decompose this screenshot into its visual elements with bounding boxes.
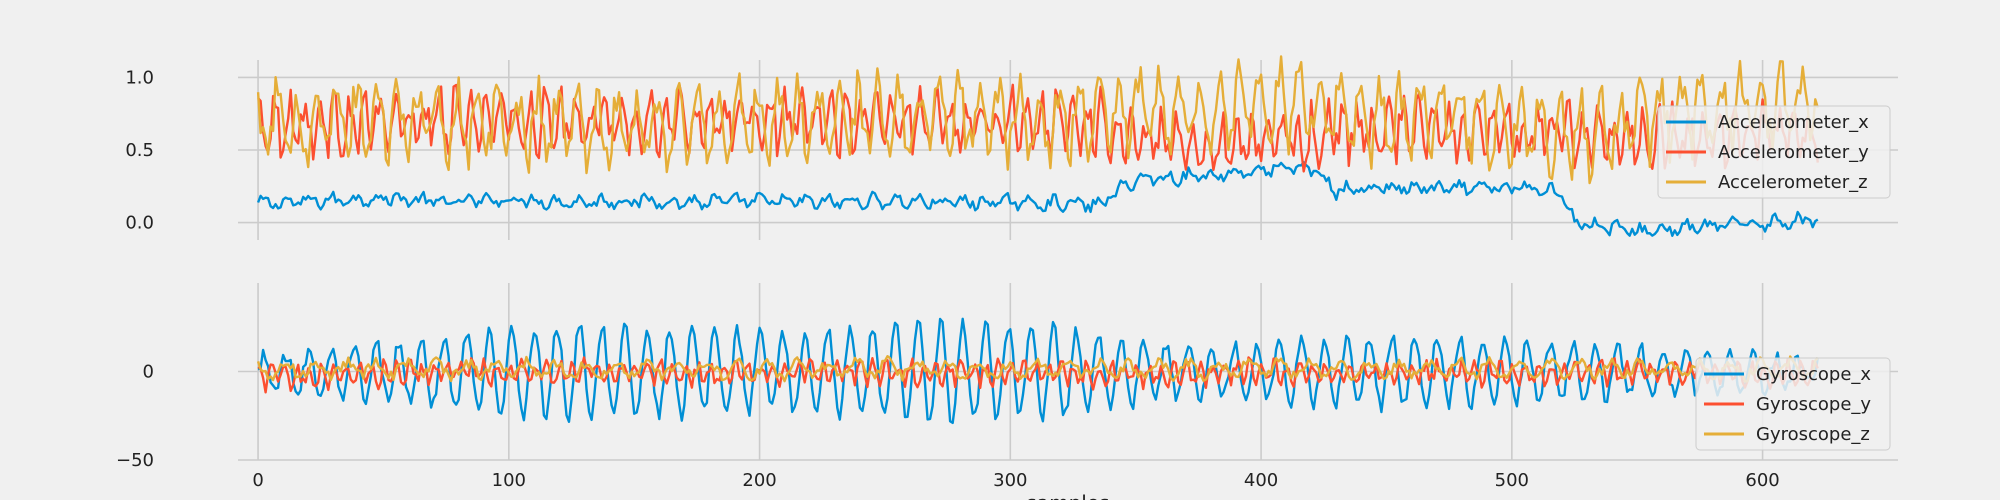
legend-box — [1695, 357, 1891, 451]
series-line-accelerometer-y — [257, 83, 1819, 173]
y-tick-label: 0 — [143, 362, 154, 383]
legend: Accelerometer_x Accelerometer_y Accelerome… — [1657, 105, 1891, 199]
x-tick-label: 0 — [252, 470, 263, 491]
y-tick-label: 0.5 — [125, 140, 154, 161]
series-line-gyroscope-z — [256, 355, 1819, 383]
x-tick-label: 400 — [1244, 470, 1278, 491]
y-tick-label: 0.0 — [125, 213, 154, 234]
x-tick-label: 600 — [1745, 470, 1779, 491]
x-tick-label: 100 — [492, 470, 526, 491]
legend: Gyroscope_x Gyroscope_y Gyroscope_z — [1695, 357, 1891, 451]
x-axis-label: samples — [1026, 491, 1109, 500]
legend-label: Gyroscope_x — [1756, 364, 1871, 385]
x-tick-label: 500 — [1495, 470, 1529, 491]
legend-label: Accelerometer_x — [1718, 112, 1869, 133]
legend-label: Gyroscope_z — [1756, 424, 1870, 445]
accelerometer-chart: 0.00.51.0Accelerometer_xAccelerometer_yA… — [125, 55, 1898, 240]
legend-label: Gyroscope_y — [1756, 394, 1871, 415]
legend-label: Accelerometer_z — [1718, 172, 1868, 193]
series-line-accelerometer-z — [256, 55, 1819, 185]
x-tick-label: 300 — [993, 470, 1027, 491]
y-tick-label: 1.0 — [125, 67, 154, 88]
legend-box — [1657, 105, 1891, 199]
legend-label: Accelerometer_y — [1718, 142, 1869, 163]
series-line-accelerometer-x — [256, 161, 1819, 238]
y-tick-label: −50 — [116, 450, 154, 471]
x-tick-label: 200 — [742, 470, 776, 491]
